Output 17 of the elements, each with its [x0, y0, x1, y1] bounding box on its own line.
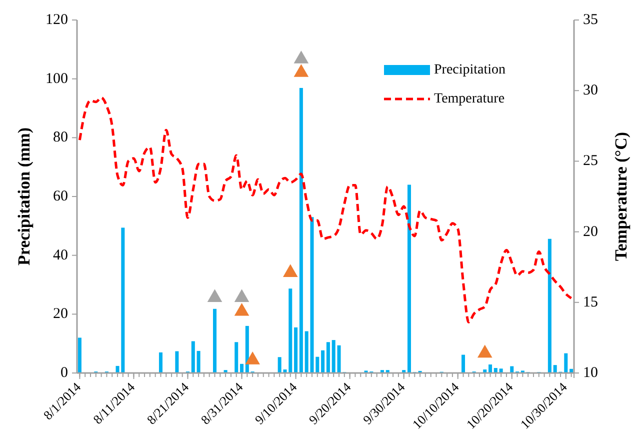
y2-tick-label: 10: [583, 365, 598, 381]
y-tick-label: 100: [46, 70, 68, 87]
y2-tick-label: 25: [583, 153, 598, 170]
y-tick-label: 20: [53, 306, 68, 322]
y-tick-label: 0: [60, 365, 68, 381]
y2-tick-label: 15: [583, 294, 598, 310]
y2-tick-label: 35: [583, 12, 598, 28]
y-axis-title: Precipitation (mm): [14, 127, 34, 266]
y-tick-label: 80: [53, 130, 68, 146]
y-tick-label: 60: [53, 188, 68, 204]
y-tick-label: 120: [46, 12, 68, 28]
y2-tick-label: 30: [583, 82, 598, 99]
legend-label: Temperature: [434, 92, 505, 106]
y2-axis-title: Temperature (°C): [612, 132, 630, 262]
y-tick-label: 40: [53, 247, 68, 264]
y2-tick-label: 20: [583, 224, 598, 240]
legend-label: Precipitation: [434, 62, 506, 78]
